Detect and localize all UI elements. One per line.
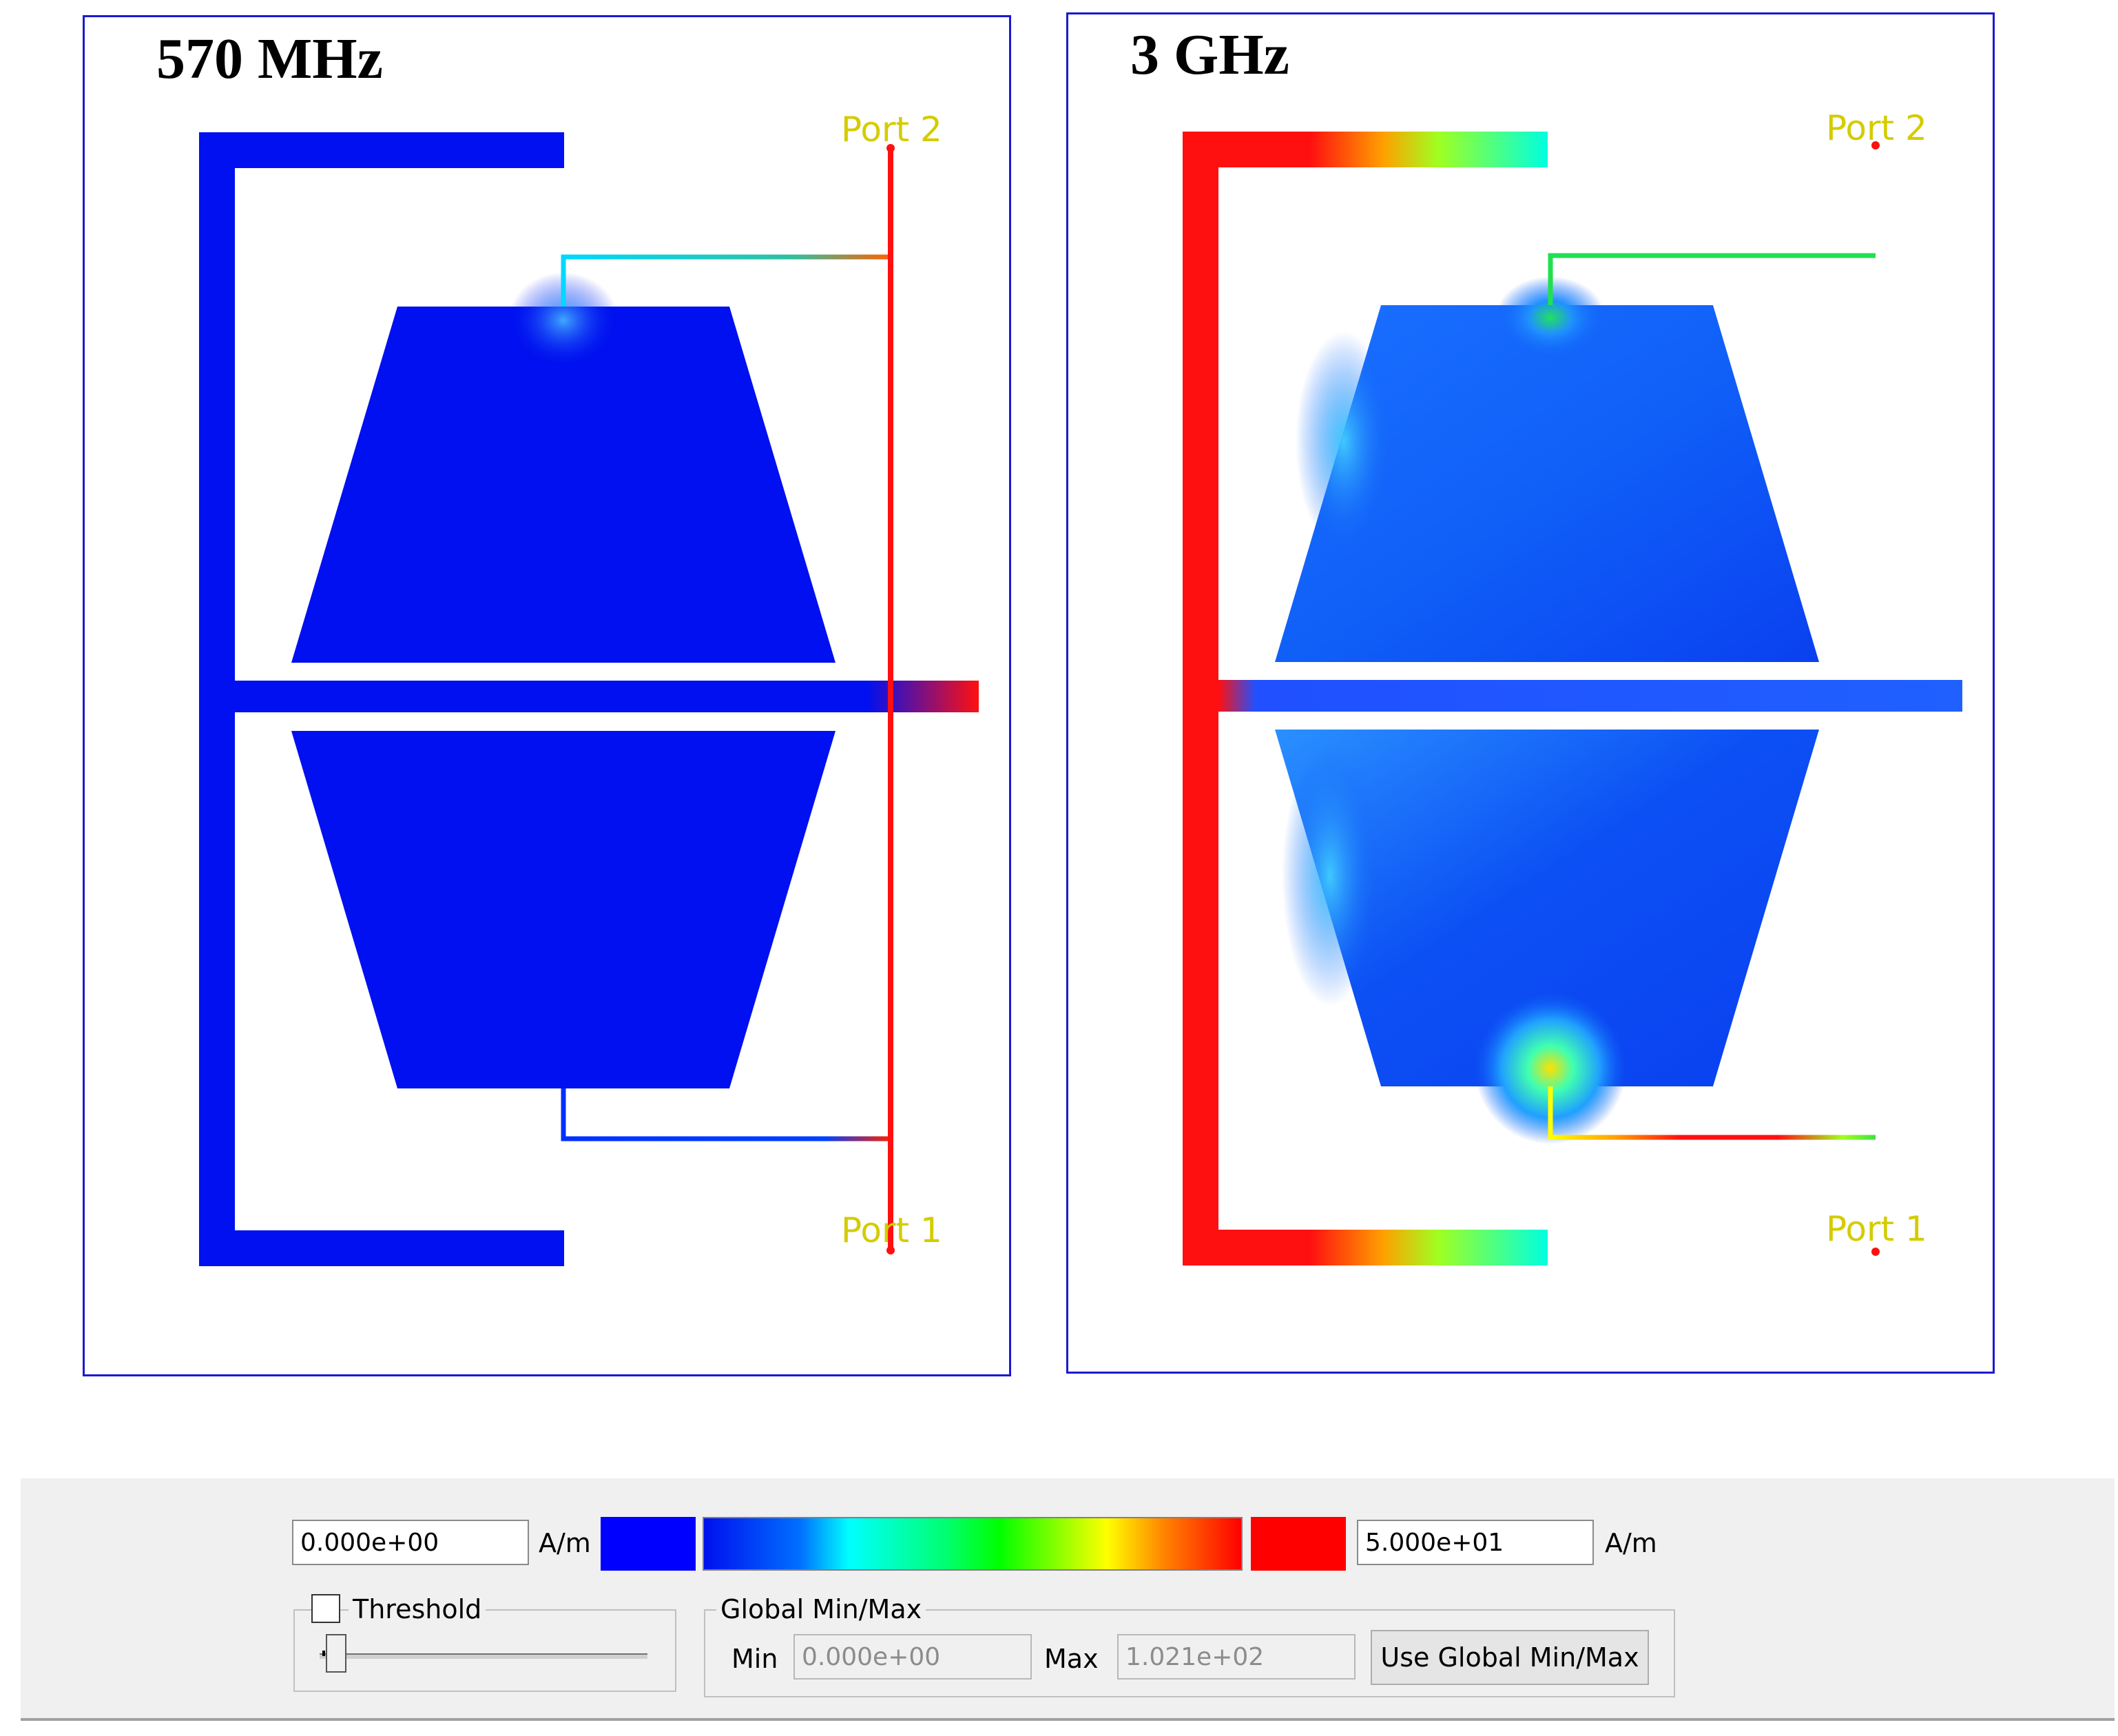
port-1-label: Port 1 [1826, 1209, 1927, 1249]
threshold-slider-track[interactable] [320, 1653, 647, 1659]
port-1-label: Port 1 [841, 1210, 942, 1250]
colorbar-gradient [703, 1517, 1243, 1571]
lower-patch [1275, 730, 1819, 1086]
reflector-bracket [1183, 132, 1548, 1265]
current-distribution-570mhz [199, 132, 979, 1266]
frequency-title: 570 MHz [156, 27, 383, 91]
min-color-swatch[interactable] [601, 1517, 696, 1571]
frequency-title: 3 GHz [1130, 23, 1289, 87]
threshold-slider-tick [322, 1651, 325, 1656]
colormap-control-bar: A/m A/m Threshold Global Min/Max Min Max… [21, 1478, 2115, 1721]
min-unit-label: A/m [539, 1528, 591, 1558]
global-minmax-title: Global Min/Max [716, 1594, 926, 1624]
color-min-input[interactable] [292, 1520, 529, 1565]
field-plot-570mhz: 570 MHz Port 2 Port 1 [83, 15, 1011, 1376]
field-plot-3ghz: 3 GHz Port 2 Port 1 [1066, 12, 1995, 1374]
color-max-input[interactable] [1357, 1520, 1594, 1565]
port-2-label: Port 2 [841, 110, 942, 149]
global-minmax-group [704, 1609, 1675, 1697]
max-color-swatch[interactable] [1251, 1517, 1346, 1571]
threshold-checkbox[interactable] [311, 1594, 340, 1623]
global-max-input [1117, 1634, 1356, 1680]
max-unit-label: A/m [1605, 1528, 1657, 1558]
threshold-label: Threshold [349, 1594, 486, 1624]
use-global-minmax-button[interactable]: Use Global Min/Max [1371, 1630, 1649, 1685]
lower-patch [291, 731, 835, 1088]
global-max-label: Max [1044, 1644, 1099, 1674]
threshold-slider-thumb[interactable] [326, 1634, 347, 1673]
current-distribution-3ghz [1183, 132, 1962, 1265]
center-feed-bar [1218, 680, 1962, 712]
upper-patch [291, 307, 835, 663]
reflector-bracket [199, 132, 564, 1266]
global-min-input [793, 1634, 1032, 1680]
global-min-label: Min [731, 1644, 778, 1674]
port-2-label: Port 2 [1826, 108, 1927, 148]
center-feed-bar [235, 681, 979, 712]
upper-patch [1275, 305, 1819, 662]
